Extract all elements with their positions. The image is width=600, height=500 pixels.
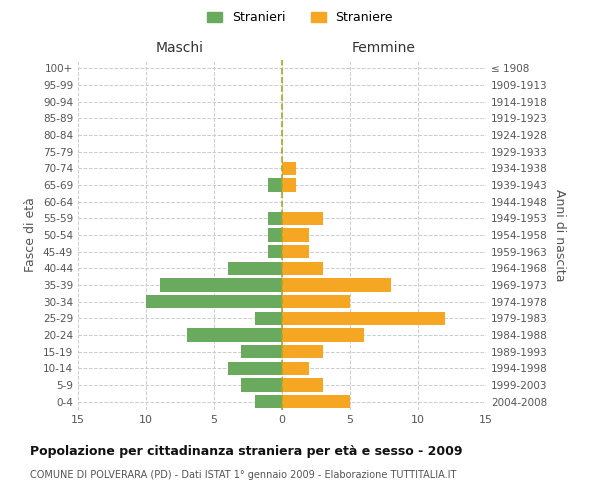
Bar (282, 162, 296, 175)
Bar (268, 212, 282, 225)
Bar (282, 362, 309, 375)
Legend: Stranieri, Straniere: Stranieri, Straniere (202, 6, 398, 29)
Bar (282, 228, 309, 241)
Bar (282, 245, 309, 258)
Bar (160, 278, 282, 291)
Bar (282, 178, 296, 192)
Bar (268, 178, 282, 192)
Bar (227, 262, 282, 275)
Bar (241, 345, 282, 358)
Bar (255, 312, 282, 325)
Bar (268, 245, 282, 258)
Bar (282, 395, 350, 408)
Bar (282, 262, 323, 275)
Bar (282, 295, 350, 308)
Bar (241, 378, 282, 392)
Bar (146, 295, 282, 308)
Text: COMUNE DI POLVERARA (PD) - Dati ISTAT 1° gennaio 2009 - Elaborazione TUTTITALIA.: COMUNE DI POLVERARA (PD) - Dati ISTAT 1°… (30, 470, 457, 480)
Bar (282, 328, 364, 342)
Text: Popolazione per cittadinanza straniera per età e sesso - 2009: Popolazione per cittadinanza straniera p… (30, 445, 463, 458)
Bar (282, 212, 323, 225)
Bar (282, 378, 323, 392)
Bar (282, 312, 445, 325)
Bar (268, 228, 282, 241)
Y-axis label: Fasce di età: Fasce di età (25, 198, 37, 272)
Bar (227, 362, 282, 375)
Bar (282, 278, 391, 291)
Bar (255, 395, 282, 408)
Y-axis label: Anni di nascita: Anni di nascita (553, 188, 566, 281)
Bar (187, 328, 282, 342)
Bar (282, 345, 323, 358)
